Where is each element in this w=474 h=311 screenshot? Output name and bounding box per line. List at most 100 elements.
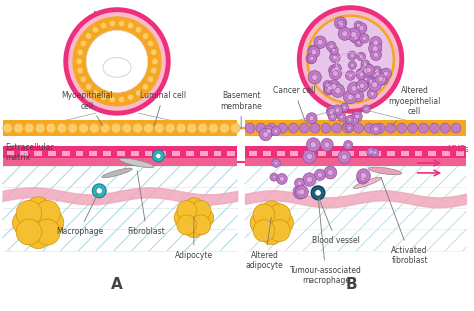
Circle shape bbox=[3, 123, 12, 133]
Circle shape bbox=[397, 123, 407, 133]
Circle shape bbox=[122, 123, 132, 133]
Circle shape bbox=[151, 49, 157, 55]
Circle shape bbox=[370, 37, 382, 49]
Circle shape bbox=[337, 113, 346, 121]
Circle shape bbox=[80, 40, 87, 47]
Circle shape bbox=[338, 20, 343, 26]
Circle shape bbox=[35, 200, 60, 226]
Circle shape bbox=[383, 71, 388, 76]
Circle shape bbox=[324, 166, 337, 179]
Text: Myoepithelial
cell: Myoepithelial cell bbox=[62, 91, 113, 126]
Circle shape bbox=[371, 81, 376, 86]
Circle shape bbox=[346, 115, 354, 123]
Circle shape bbox=[375, 72, 379, 76]
Circle shape bbox=[321, 123, 331, 133]
Circle shape bbox=[347, 94, 353, 100]
Circle shape bbox=[309, 116, 314, 121]
Ellipse shape bbox=[368, 167, 401, 175]
Circle shape bbox=[118, 96, 125, 103]
Circle shape bbox=[128, 22, 134, 29]
Circle shape bbox=[295, 178, 304, 188]
Circle shape bbox=[274, 161, 278, 165]
Circle shape bbox=[373, 151, 376, 155]
Circle shape bbox=[346, 118, 355, 127]
Circle shape bbox=[367, 89, 377, 99]
Bar bbox=[172, 151, 180, 156]
Circle shape bbox=[92, 184, 106, 198]
Circle shape bbox=[13, 123, 23, 133]
Circle shape bbox=[76, 58, 82, 65]
Circle shape bbox=[328, 170, 333, 175]
Text: MMPs: MMPs bbox=[447, 145, 469, 154]
Circle shape bbox=[369, 42, 382, 55]
Circle shape bbox=[306, 14, 395, 104]
Circle shape bbox=[308, 45, 319, 56]
Circle shape bbox=[347, 126, 351, 130]
Circle shape bbox=[109, 20, 116, 26]
Circle shape bbox=[378, 76, 383, 82]
Bar bbox=[387, 151, 395, 156]
Circle shape bbox=[194, 208, 214, 228]
Circle shape bbox=[147, 76, 154, 82]
Circle shape bbox=[346, 124, 354, 132]
Circle shape bbox=[346, 143, 350, 147]
Circle shape bbox=[343, 122, 351, 130]
Circle shape bbox=[429, 123, 439, 133]
Circle shape bbox=[176, 123, 186, 133]
Circle shape bbox=[280, 176, 284, 181]
Circle shape bbox=[368, 80, 376, 88]
Circle shape bbox=[332, 105, 343, 115]
Circle shape bbox=[16, 200, 42, 226]
Circle shape bbox=[311, 186, 325, 200]
Circle shape bbox=[303, 173, 316, 186]
Circle shape bbox=[326, 88, 330, 92]
Bar bbox=[145, 151, 153, 156]
Circle shape bbox=[184, 208, 204, 228]
Bar bbox=[249, 151, 257, 156]
Bar bbox=[228, 151, 235, 156]
Circle shape bbox=[272, 159, 280, 167]
Circle shape bbox=[177, 215, 197, 235]
Circle shape bbox=[342, 31, 347, 37]
Text: Blood vessel: Blood vessel bbox=[312, 198, 360, 245]
Circle shape bbox=[253, 220, 275, 242]
Bar bbox=[62, 151, 70, 156]
Circle shape bbox=[128, 94, 134, 100]
Circle shape bbox=[362, 36, 366, 40]
Circle shape bbox=[314, 36, 326, 49]
Bar bbox=[277, 151, 284, 156]
Bar bbox=[359, 151, 367, 156]
Circle shape bbox=[360, 175, 365, 181]
Circle shape bbox=[142, 33, 148, 39]
Circle shape bbox=[303, 150, 316, 163]
Circle shape bbox=[351, 63, 354, 67]
Circle shape bbox=[340, 115, 344, 119]
Circle shape bbox=[352, 111, 362, 122]
Circle shape bbox=[270, 173, 278, 181]
Circle shape bbox=[364, 67, 370, 73]
Circle shape bbox=[375, 123, 385, 133]
Circle shape bbox=[374, 127, 378, 132]
Circle shape bbox=[354, 83, 363, 92]
Circle shape bbox=[351, 86, 357, 91]
Circle shape bbox=[25, 223, 51, 248]
Circle shape bbox=[381, 77, 385, 82]
Circle shape bbox=[320, 138, 333, 151]
Circle shape bbox=[327, 108, 336, 117]
Circle shape bbox=[90, 123, 99, 133]
Circle shape bbox=[310, 142, 316, 148]
Circle shape bbox=[323, 81, 332, 90]
Circle shape bbox=[269, 204, 291, 226]
Circle shape bbox=[361, 60, 370, 69]
Circle shape bbox=[374, 53, 378, 58]
Circle shape bbox=[274, 129, 278, 133]
Bar bbox=[103, 151, 111, 156]
Circle shape bbox=[307, 177, 312, 183]
Circle shape bbox=[359, 55, 363, 58]
Circle shape bbox=[347, 28, 360, 41]
Circle shape bbox=[375, 73, 387, 85]
Bar bbox=[263, 151, 271, 156]
Circle shape bbox=[144, 123, 154, 133]
Circle shape bbox=[278, 123, 287, 133]
Circle shape bbox=[329, 44, 333, 49]
